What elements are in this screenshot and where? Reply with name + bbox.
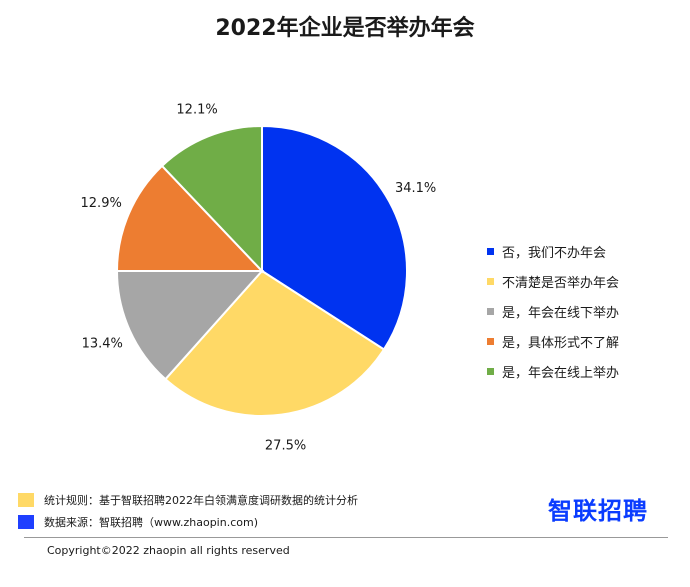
chart-title: 2022年企业是否举办年会 [215,16,475,41]
legend-item-2: 是，年会在线下举办 [487,296,619,326]
slice-label-0: 34.1% [395,181,436,196]
brand-logo: 智联招聘 [548,497,648,525]
note-data-source: 数据来源：智联招聘（www.zhaopin.com) [18,511,358,533]
legend-label-3: 是，具体形式不了解 [502,335,620,351]
slice-label-4: 12.1% [176,102,217,117]
note-swatch-yellow [18,493,34,507]
note-swatch-blue [18,515,34,529]
copyright-text: Copyright©2022 zhaopin all rights reserv… [47,544,290,557]
footer-divider [24,537,668,538]
legend-label-0: 否，我们不办年会 [502,245,607,261]
footer-notes: 统计规则：基于智联招聘2022年白领满意度调研数据的统计分析 数据来源：智联招聘… [18,489,358,533]
legend-label-2: 是，年会在线下举办 [502,305,620,321]
legend-swatch-1 [487,277,494,285]
pie-chart: 34.1% 27.5% 13.4% 12.9% 12.1% [81,102,437,453]
pie-slice-2 [115,270,265,381]
legend-label-4: 是，年会在线上举办 [502,365,620,381]
legend-item-4: 是，年会在线上举办 [487,356,619,386]
slice-label-3: 12.9% [81,196,122,211]
legend-item-0: 否，我们不办年会 [487,236,619,266]
legend-swatch-4 [487,367,494,375]
slice-label-2: 13.4% [82,337,123,352]
note-stat-rule-text: 统计规则：基于智联招聘2022年白领满意度调研数据的统计分析 [44,494,358,507]
legend-swatch-3 [487,337,494,345]
legend-swatch-2 [487,307,494,315]
legend-swatch-0 [487,247,494,255]
chart-legend: 否，我们不办年会 不清楚是否举办年会 是，年会在线下举办 是，具体形式不了解 是，年会在… [487,236,619,386]
legend-item-1: 不清楚是否举办年会 [487,266,619,296]
legend-label-1: 不清楚是否举办年会 [502,275,620,291]
pie-slice-3 [115,164,265,272]
pie-slice-4 [160,124,263,274]
slice-label-1: 27.5% [265,438,306,453]
legend-item-3: 是，具体形式不了解 [487,326,619,356]
note-stat-rule: 统计规则：基于智联招聘2022年白领满意度调研数据的统计分析 [18,489,358,511]
pie-slice-1 [164,269,386,417]
note-data-source-text: 数据来源：智联招聘（www.zhaopin.com) [44,516,258,529]
